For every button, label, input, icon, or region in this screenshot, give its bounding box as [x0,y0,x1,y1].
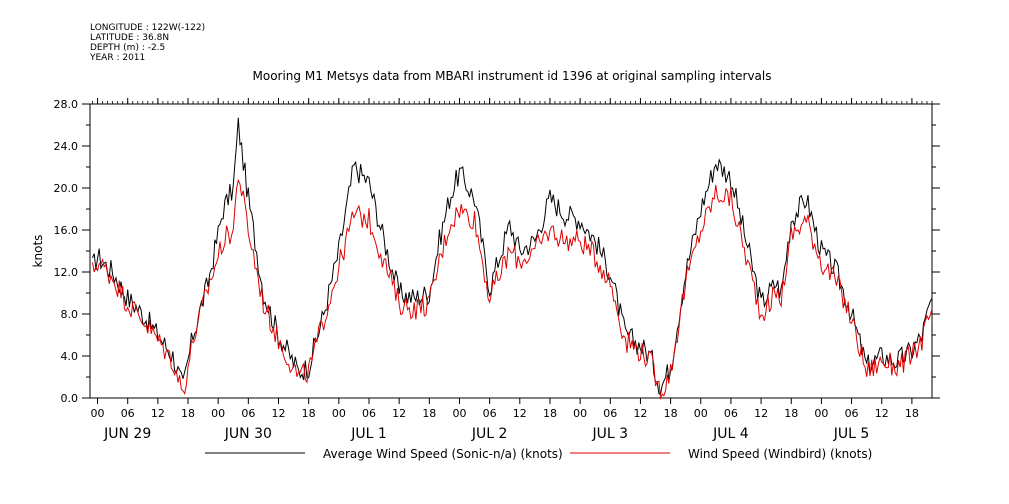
series-line-sonic [92,117,933,396]
x-tick-label: 12 [151,407,165,420]
x-tick-label: 12 [392,407,406,420]
x-tick-label: 18 [784,407,798,420]
y-tick-label: 24.0 [54,140,79,153]
x-date-label: JUL 4 [712,426,749,442]
x-date-label: JUL 5 [833,426,870,442]
chart-title: Mooring M1 Metsys data from MBARI instru… [253,69,772,83]
series-line-windbird [92,178,933,400]
x-tick-label: 12 [513,407,527,420]
y-tick-label: 8.0 [61,308,79,321]
year-label: YEAR : 2011 [89,53,145,63]
x-date-label: JUL 1 [350,426,387,442]
x-date-label: JUL 3 [592,426,629,442]
x-tick-label: 00 [694,407,708,420]
x-tick-label: 18 [664,407,678,420]
x-tick-label: 00 [814,407,828,420]
legend-label-windbird: Wind Speed (Windbird) (knots) [688,447,872,461]
y-tick-label: 12.0 [54,266,79,279]
plot-frame [89,103,933,399]
x-tick-label: 12 [754,407,768,420]
x-tick-label: 18 [422,407,436,420]
longitude-label: LONGITUDE : 122W(-122) [90,23,205,33]
x-tick-label: 00 [91,407,105,420]
x-tick-label: 06 [362,407,376,420]
y-tick-label: 0.0 [61,392,79,405]
x-tick-label: 18 [905,407,919,420]
x-tick-label: 12 [633,407,647,420]
y-axis: 0.0 4.0 8.0 12.0 16.0 20.0 24.0 28.0 [54,98,940,405]
x-tick-label: 00 [573,407,587,420]
x-date-label: JUN 30 [224,426,272,442]
x-tick-label: 06 [241,407,255,420]
x-tick-label: 06 [603,407,617,420]
x-tick-label: 00 [211,407,225,420]
x-tick-label: 00 [452,407,466,420]
y-tick-label: 4.0 [61,350,79,363]
y-tick-label: 28.0 [54,98,79,111]
x-tick-label: 06 [483,407,497,420]
x-tick-label: 00 [332,407,346,420]
y-tick-label: 16.0 [54,224,79,237]
x-tick-label: 06 [724,407,738,420]
x-tick-label: 18 [181,407,195,420]
legend-label-sonic: Average Wind Speed (Sonic-n/a) (knots) [323,447,563,461]
latitude-label: LATITUDE : 36.8N [90,33,169,43]
x-tick-label: 06 [845,407,859,420]
x-tick-label: 12 [875,407,889,420]
depth-label: DEPTH (m) : -2.5 [90,43,165,53]
x-tick-label: 18 [543,407,557,420]
x-tick-label: 12 [272,407,286,420]
legend: Average Wind Speed (Sonic-n/a) (knots) W… [205,447,872,461]
x-tick-label: 18 [302,407,316,420]
y-tick-label: 20.0 [54,182,79,195]
minor-ticks [92,101,933,104]
x-date-label: JUL 2 [471,426,508,442]
x-tick-label: 06 [121,407,135,420]
x-date-label: JUN 29 [103,426,151,442]
x-axis: 00 06 12 18 00 06 12 18 00 06 12 18 00 06 12 18 00 06 12 18… [91,98,919,442]
y-axis-label: knots [31,235,45,268]
